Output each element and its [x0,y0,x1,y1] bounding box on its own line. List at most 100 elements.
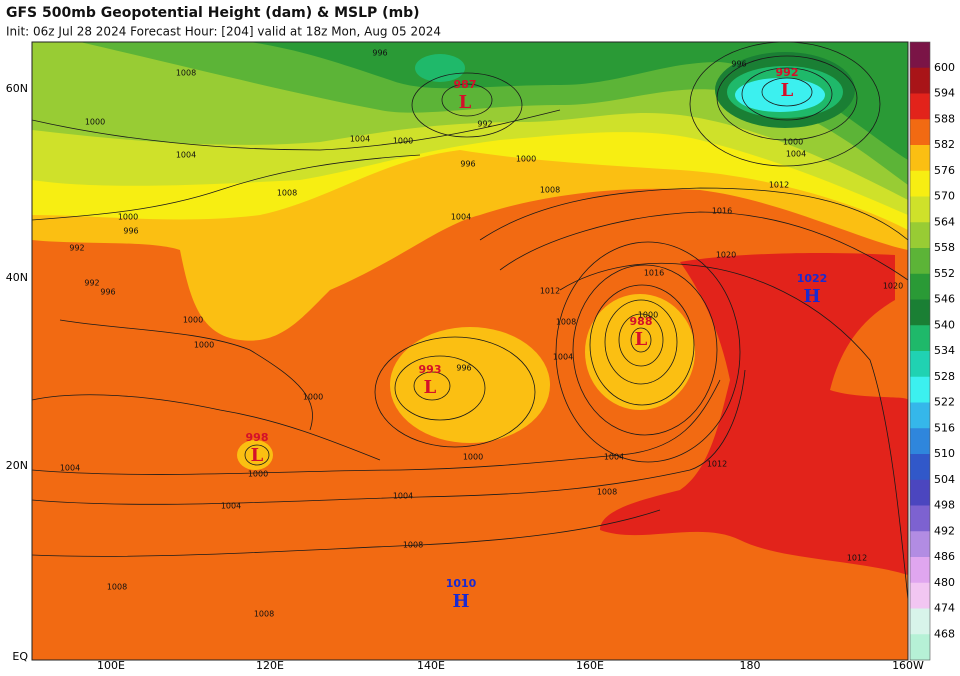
colorbar-label: 528 [934,370,955,383]
colorbar-label: 588 [934,112,955,125]
isobar-label: 1000 [118,213,138,222]
colorbar-label: 582 [934,138,955,151]
center-letter: L [459,92,472,113]
isobar-label: 1004 [60,464,80,473]
colorbar-swatch [910,119,930,146]
isobar-label: 1000 [638,311,658,320]
isobar-label: 1012 [540,287,560,296]
field-534 [735,78,825,112]
colorbar-swatch [910,531,930,558]
colorbar-label: 546 [934,293,955,306]
isobar-label: 1000 [85,118,105,127]
colorbar-label: 474 [934,602,955,615]
colorbar-swatch [910,93,930,120]
isobar-label: 1020 [883,282,903,291]
isobar-label: 1000 [516,155,536,164]
colorbar-swatch [910,428,930,455]
lon-label: 120E [256,659,284,672]
colorbar-swatch [910,557,930,584]
colorbar-swatch [910,299,930,326]
lon-label: 180 [740,659,761,672]
center-value: 998 [246,431,269,444]
colorbar-label: 468 [934,627,955,640]
isobar-label: 1000 [194,341,214,350]
center-value: 1010 [446,577,477,590]
colorbar-label: 534 [934,344,955,357]
isobar-label: 1016 [712,207,732,216]
low-field [237,440,273,470]
isobar-label: 992 [477,120,492,129]
isobar-label: 996 [456,364,471,373]
colorbar-swatch [910,505,930,532]
isobar-label: 1000 [183,316,203,325]
colorbar-swatch [910,325,930,352]
colorbar-swatch [910,248,930,275]
lon-label: 160W [892,659,924,672]
lat-label: EQ [12,650,28,663]
colorbar-swatch [910,67,930,94]
isobar-label: 1008 [176,69,196,78]
field-558 [80,42,908,185]
colorbar-swatch [910,170,930,197]
colorbar-label: 576 [934,164,955,177]
colorbar-label: 510 [934,447,955,460]
isobar-label: 1012 [847,554,867,563]
colorbar-swatch [910,402,930,429]
isobar-label: 1008 [540,186,560,195]
isobar-label: 1004 [604,453,624,462]
colorbar-label: 600 [934,61,955,74]
lon-label: 140E [417,659,445,672]
isobar-label: 1012 [707,460,727,469]
isobar-label: 992 [69,244,84,253]
colorbar-label: 492 [934,524,955,537]
isobars [32,42,908,601]
isobar-label: 1008 [254,610,274,619]
isobar-label: 1004 [350,135,370,144]
isobar-label: 996 [100,288,115,297]
lat-label: 40N [6,271,28,284]
center-value: 992 [776,66,799,79]
isobar-label: 1008 [556,318,576,327]
colorbar-swatch [910,479,930,506]
colorbar-label: 504 [934,473,955,486]
center-value: 993 [419,363,442,376]
map-frame [31,41,909,661]
lat-label: 20N [6,459,28,472]
colorbar-label: 516 [934,421,955,434]
center-letter: H [803,286,820,307]
map [32,42,908,660]
colorbar-frame [909,41,931,661]
isobar-label: 1000 [248,470,268,479]
colorbar-label: 594 [934,87,955,100]
isobar-label: 992 [84,279,99,288]
colorbar-label: 498 [934,499,955,512]
center-value: 988 [630,315,653,328]
colorbar-label: 570 [934,190,955,203]
colorbar-swatch [910,351,930,378]
colorbar-swatch [910,273,930,300]
center-value: 987 [454,78,477,91]
colorbar-swatch [910,634,930,661]
title: GFS 500mb Geopotential Height (dam) & MS… [6,5,420,21]
colorbar-swatch [910,582,930,609]
isobar-label: 1000 [303,393,323,402]
lon-label: 100E [97,659,125,672]
colorbar-label: 486 [934,550,955,563]
field-540 [415,54,465,82]
subtitle: Init: 06z Jul 28 2024 Forecast Hour: [20… [6,25,441,39]
center-letter: L [251,445,264,466]
isobar-label: 1004 [553,353,573,362]
field-552 [250,42,908,160]
low-field [390,327,550,443]
isobar-label: 1004 [786,150,806,159]
isobar-label: 1008 [403,541,423,550]
colorbar-swatch [910,42,930,69]
isobar-label: 1012 [769,181,789,190]
isobar-label: 996 [731,60,746,69]
colorbar-label: 558 [934,241,955,254]
lat-label: 60N [6,82,28,95]
colorbar-label: 540 [934,318,955,331]
center-value: 1022 [797,272,828,285]
isobar-label: 1004 [393,492,413,501]
